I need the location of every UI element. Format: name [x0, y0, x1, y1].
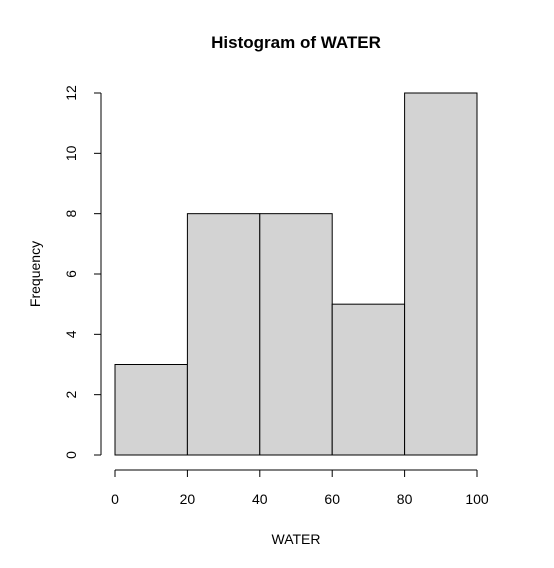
bars-group [114, 92, 478, 456]
y-tick-label-2: 4 [63, 330, 79, 338]
histogram-bar-2 [259, 213, 333, 456]
histogram-bar-0 [114, 364, 188, 456]
y-tick-label-5: 10 [63, 145, 79, 161]
histogram-bar-1 [186, 213, 261, 456]
y-tick-label-3: 6 [63, 270, 79, 278]
y-tick-label-4: 8 [63, 210, 79, 218]
x-axis-label: WATER [272, 531, 321, 547]
x-tick-label-0: 0 [111, 491, 119, 507]
histogram-bar-4 [404, 92, 478, 456]
y-tick-label-6: 12 [63, 85, 79, 101]
y-axis-label: Frequency [27, 241, 43, 307]
x-tick-label-4: 80 [397, 491, 413, 507]
x-tick-label-2: 40 [252, 491, 268, 507]
y-tick-label-0: 0 [63, 451, 79, 459]
y-axis: 0 2 4 6 8 10 12 [63, 85, 102, 459]
chart-title: Histogram of WATER [211, 33, 381, 52]
histogram-bar-3 [331, 303, 406, 456]
x-tick-label-1: 20 [180, 491, 196, 507]
x-axis: 0 20 40 60 80 100 [111, 469, 489, 507]
x-tick-label-5: 100 [465, 491, 489, 507]
y-tick-label-1: 2 [63, 391, 79, 399]
x-tick-label-3: 60 [324, 491, 340, 507]
